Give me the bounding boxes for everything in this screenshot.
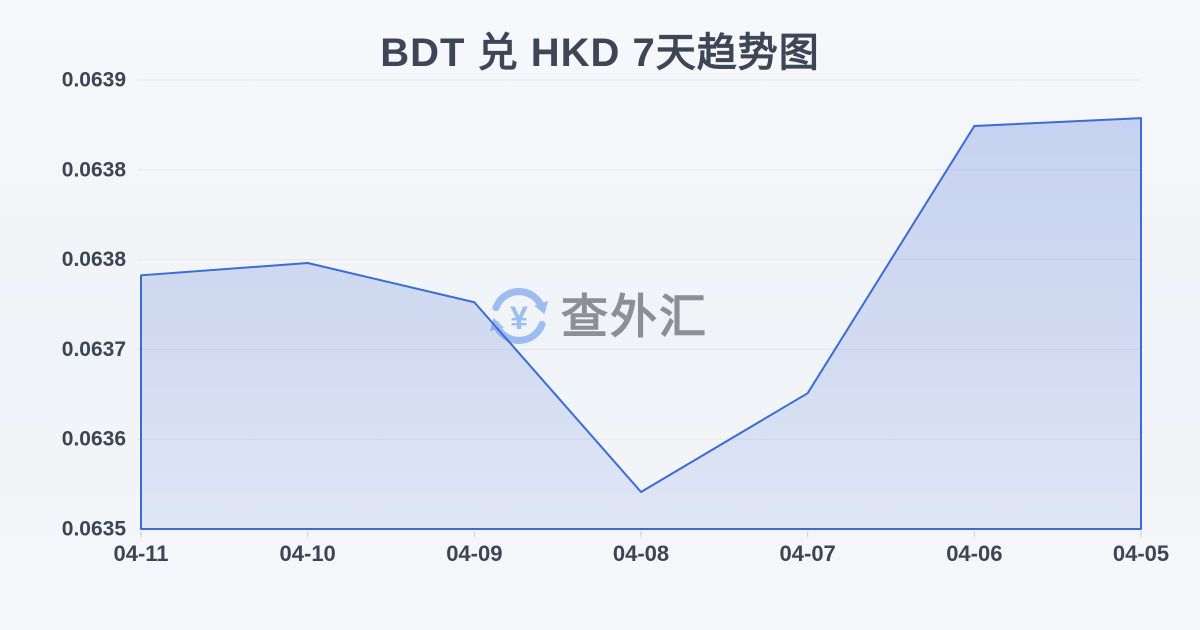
chart-title: BDT 兑 HKD 7天趋势图 [380, 31, 820, 75]
yen-symbol: ¥ [510, 300, 528, 336]
watermark-text: 查外汇 [561, 289, 708, 343]
y-axis-label: 0.0636 [62, 428, 126, 451]
area-series [140, 117, 1142, 530]
y-axis-label: 0.0639 [62, 69, 126, 92]
x-axis-label: 04-11 [113, 541, 168, 566]
watermark: ¥ 查外汇 [486, 282, 708, 350]
y-axis-label: 0.0638 [62, 158, 127, 181]
x-axis-label: 04-06 [946, 541, 1002, 566]
x-axis-label: 04-10 [280, 541, 336, 566]
arrowhead-right [534, 300, 549, 315]
y-axis-label: 0.0635 [62, 518, 127, 541]
x-axis-label: 04-09 [446, 541, 502, 566]
currency-exchange-icon: ¥ [489, 288, 549, 344]
x-axis-label: 04-07 [780, 541, 836, 566]
exchange-arrow-top [492, 288, 546, 312]
y-axis-label: 0.0638 [62, 248, 127, 271]
y-axis-label: 0.0637 [62, 338, 126, 361]
x-axis-label: 04-08 [613, 541, 669, 566]
x-axis-label: 04-05 [1113, 541, 1169, 566]
